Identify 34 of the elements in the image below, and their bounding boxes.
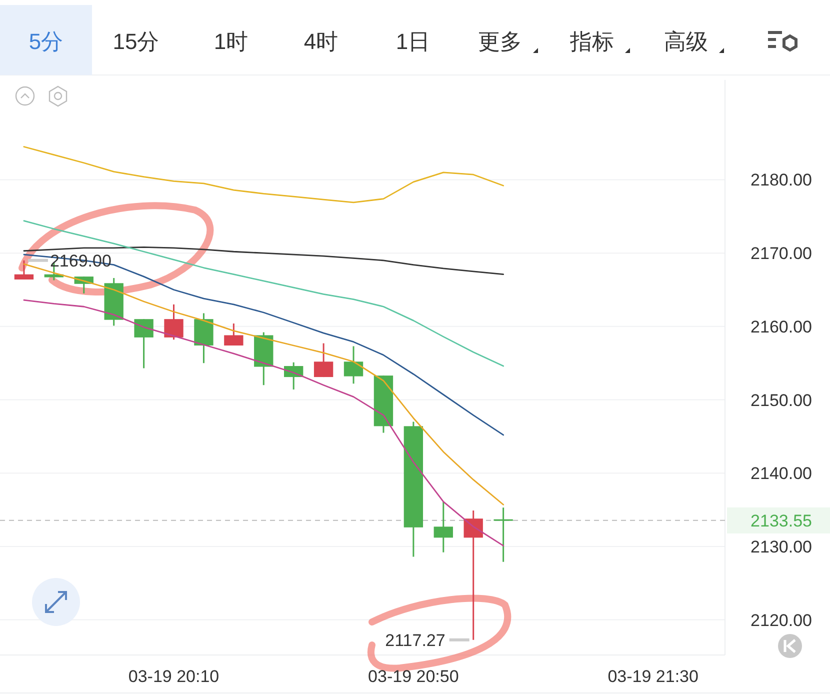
line-series <box>23 146 504 204</box>
y-tick-label: 2130.00 <box>750 537 812 556</box>
text: 指标 <box>569 29 614 54</box>
candlestick <box>494 506 513 563</box>
x-tick-label: 03-19 21:30 <box>608 667 698 686</box>
candlestick <box>434 500 453 554</box>
candlestick <box>314 342 334 378</box>
candlestick <box>224 322 244 346</box>
y-tick-label: 2160.00 <box>750 317 812 336</box>
x-tick-label: 03-19 20:10 <box>128 667 220 686</box>
text: 15分 <box>112 29 160 54</box>
text: 更多 <box>478 29 522 54</box>
y-tick-label: 2140.00 <box>750 464 812 484</box>
candlestick <box>134 318 154 369</box>
text: 4时 <box>304 29 338 54</box>
text: 1日 <box>396 29 430 54</box>
y-tick-label: 2120.00 <box>750 610 812 630</box>
candlestick <box>464 510 483 641</box>
annotation: 2117.27 <box>385 630 446 650</box>
x-tick-label: 03-19 20:50 <box>368 667 459 686</box>
text: 1时 <box>214 29 248 54</box>
y-tick-label: 2180.00 <box>750 170 812 190</box>
ref-line-label: 2133.55 <box>750 511 812 530</box>
y-tick-label: 2170.00 <box>750 244 812 264</box>
line-series <box>23 254 504 436</box>
text: 高级 <box>664 29 708 54</box>
line-series <box>23 220 504 367</box>
candlestick <box>164 304 184 340</box>
line-series <box>23 299 504 546</box>
candlestick <box>344 345 364 384</box>
y-tick-label: 2150.00 <box>750 390 812 410</box>
candlestick <box>14 260 34 280</box>
line-series <box>23 246 504 276</box>
text: 5分 <box>28 29 64 54</box>
